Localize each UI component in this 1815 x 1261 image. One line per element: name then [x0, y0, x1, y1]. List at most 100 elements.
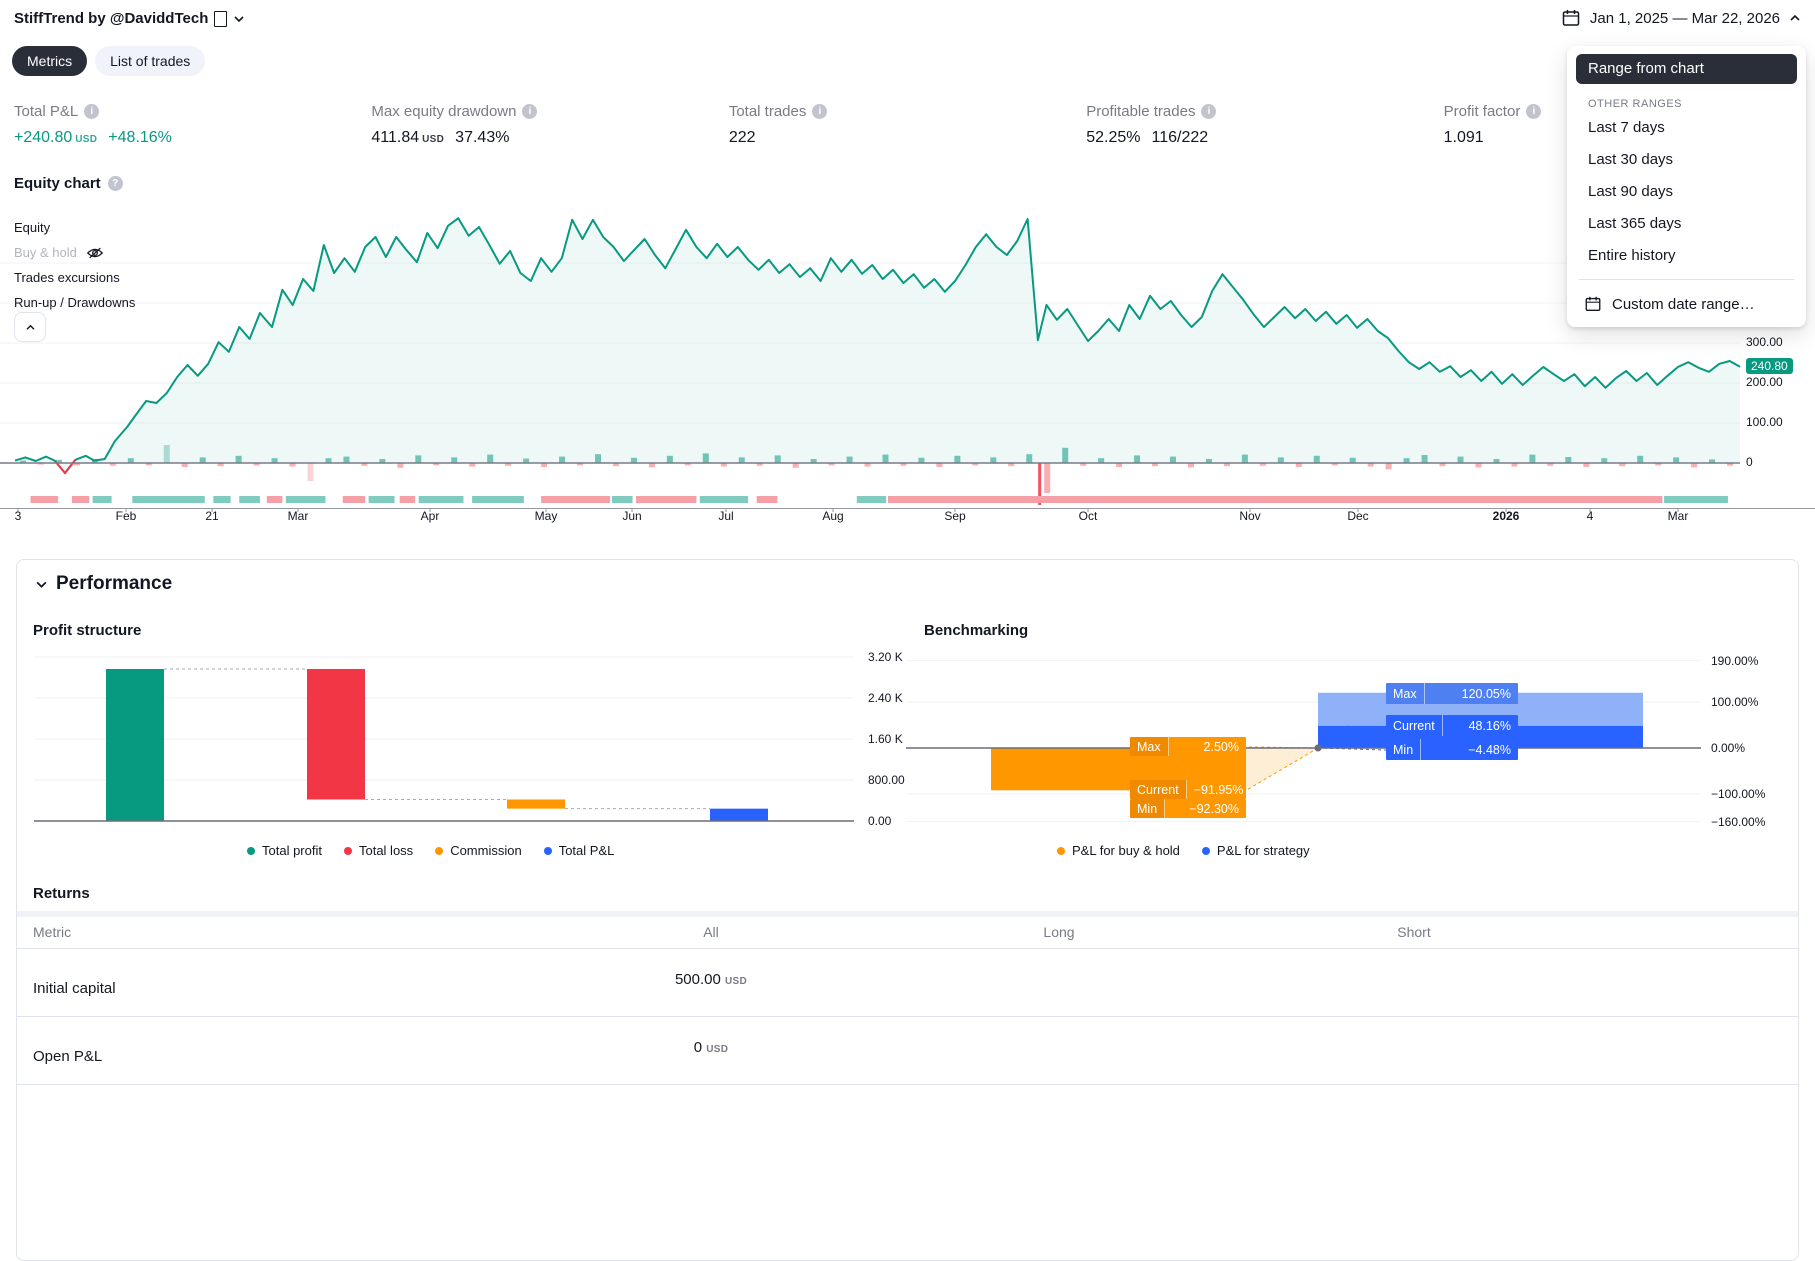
- trade-excursion-segment: [343, 496, 365, 503]
- metric-label-text: Profit factor: [1444, 103, 1521, 120]
- equity-legend-equity[interactable]: Equity: [14, 215, 135, 240]
- trade-excursion-segment: [636, 496, 696, 503]
- trade-excursion-segment: [1664, 496, 1728, 503]
- returns-table-header-row: Metric All Long Short: [17, 917, 1798, 949]
- legend-item-total-profit[interactable]: Total profit: [247, 843, 322, 858]
- chevron-up-icon: [1789, 14, 1801, 22]
- benchmark-y-tick: −160.00%: [1711, 815, 1765, 829]
- column-header-long[interactable]: Long: [1043, 924, 1074, 940]
- info-icon[interactable]: i: [1201, 104, 1216, 119]
- strategy-min-box: Min−4.48%: [1386, 739, 1518, 760]
- equity-x-tick: Mar: [1668, 509, 1689, 523]
- legend-item-p-l-for-strategy[interactable]: P&L for strategy: [1202, 843, 1310, 858]
- column-header-all[interactable]: All: [703, 924, 719, 940]
- benchmark-y-tick: 190.00%: [1711, 654, 1758, 668]
- trade-excursion-segment: [132, 496, 204, 503]
- equity-x-tick: Apr: [421, 509, 440, 523]
- info-icon[interactable]: i: [522, 104, 537, 119]
- menu-item-custom-date-range[interactable]: Custom date range…: [1567, 287, 1806, 321]
- info-icon[interactable]: i: [84, 104, 99, 119]
- equity-y-tick: 300.00: [1746, 335, 1783, 349]
- runup-drawdown-bar: [1529, 455, 1535, 463]
- legend-label: Buy & hold: [14, 245, 77, 260]
- view-tabs: Metrics List of trades: [12, 46, 205, 76]
- cell-all: 0 USD: [694, 1039, 729, 1056]
- metric-label-text: Max equity drawdown: [371, 103, 516, 120]
- box-value: −4.48%: [1420, 739, 1518, 760]
- trade-excursion-segment: [400, 496, 416, 503]
- menu-item-last-90-days[interactable]: Last 90 days: [1567, 176, 1806, 208]
- runup-drawdown-bar: [325, 458, 331, 463]
- menu-divider: [1579, 279, 1794, 280]
- info-icon[interactable]: i: [812, 104, 827, 119]
- trade-excursion-segment: [213, 496, 230, 503]
- runup-drawdown-bar: [164, 445, 170, 463]
- collapse-chart-button[interactable]: [14, 312, 46, 342]
- equity-x-tick: Aug: [822, 509, 843, 523]
- equity-area-fill: [15, 218, 1740, 473]
- table-row-open-p-l[interactable]: Open P&L 0 USD: [17, 1016, 1798, 1085]
- date-range-selector[interactable]: Jan 1, 2025 — Mar 22, 2026: [1561, 8, 1801, 28]
- runup-drawdown-bar: [272, 458, 278, 463]
- box-value: −91.95%: [1186, 780, 1246, 799]
- runup-drawdown-bar: [128, 458, 134, 463]
- menu-item-last-365-days[interactable]: Last 365 days: [1567, 208, 1806, 240]
- menu-item-custom-date-range-label: Custom date range…: [1612, 296, 1755, 313]
- runup-drawdown-bar: [415, 455, 421, 463]
- equity-x-tick: Dec: [1347, 509, 1368, 523]
- runup-drawdown-bar: [918, 458, 924, 463]
- runup-drawdown-bar: [793, 463, 799, 468]
- box-key: Min: [1386, 739, 1420, 760]
- runup-drawdown-bar: [990, 457, 996, 463]
- performance-section: Performance Profit structure Benchmarkin…: [16, 559, 1799, 1261]
- legend-item-total-loss[interactable]: Total loss: [344, 843, 413, 858]
- benchmarking-chart[interactable]: [901, 651, 1731, 836]
- equity-chart-canvas[interactable]: [0, 178, 1815, 530]
- waterfall-y-tick: 2.40 K: [868, 691, 903, 705]
- performance-header[interactable]: Performance: [35, 573, 172, 595]
- menu-item-range-from-chart[interactable]: Range from chart: [1576, 54, 1797, 84]
- equity-x-tick: Sep: [944, 509, 965, 523]
- runup-drawdown-bar: [1637, 456, 1643, 463]
- metric-value-extra: 116/222: [1151, 129, 1208, 147]
- menu-item-last-7-days[interactable]: Last 7 days: [1567, 112, 1806, 144]
- equity-legend-trades-excursions[interactable]: Trades excursions: [14, 265, 135, 290]
- calendar-icon: [1561, 8, 1581, 28]
- menu-item-entire-history[interactable]: Entire history: [1567, 240, 1806, 272]
- strategy-title[interactable]: StiffTrend by @DaviddTech: [14, 10, 245, 27]
- legend-item-p-l-for-buy-hold[interactable]: P&L for buy & hold: [1057, 843, 1180, 858]
- runup-drawdown-bar: [883, 455, 889, 463]
- runup-drawdown-bar: [1565, 457, 1571, 463]
- equity-x-tick: Feb: [116, 509, 137, 523]
- equity-x-tick: 4: [1587, 509, 1594, 523]
- legend-item-commission[interactable]: Commission: [435, 843, 522, 858]
- legend-label: Equity: [14, 220, 50, 235]
- cell-metric: Open P&L: [33, 1048, 102, 1065]
- tab-metrics[interactable]: Metrics: [12, 46, 87, 76]
- legend-label: P&L for strategy: [1217, 843, 1310, 858]
- equity-legend-buy-hold[interactable]: Buy & hold: [14, 240, 135, 265]
- runup-drawdown-bar: [1134, 455, 1140, 463]
- runup-drawdown-bar: [847, 457, 853, 463]
- legend-label: Commission: [450, 843, 522, 858]
- metric-value-main: +240.80: [14, 129, 72, 147]
- legend-item-total-p-l[interactable]: Total P&L: [544, 843, 615, 858]
- buyhold-current-box: Current−91.95%: [1130, 780, 1246, 799]
- runup-drawdown-bar: [595, 454, 601, 463]
- column-header-short[interactable]: Short: [1397, 924, 1430, 940]
- metric-currency: USD: [422, 134, 444, 145]
- equity-x-tick: May: [535, 509, 558, 523]
- tab-list-of-trades[interactable]: List of trades: [95, 46, 205, 76]
- menu-item-last-30-days[interactable]: Last 30 days: [1567, 144, 1806, 176]
- eye-off-icon[interactable]: [86, 246, 104, 260]
- profit-structure-chart[interactable]: [29, 651, 889, 836]
- column-header-metric[interactable]: Metric: [33, 924, 71, 940]
- info-icon[interactable]: i: [1526, 104, 1541, 119]
- cell-all: 500.00 USD: [675, 971, 747, 988]
- waterfall-bar: [106, 669, 164, 821]
